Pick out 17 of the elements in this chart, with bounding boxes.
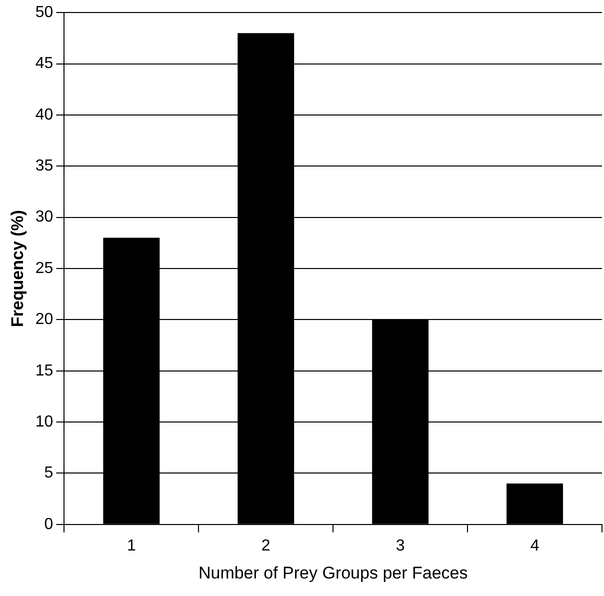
y-tick-label: 35 [35, 158, 54, 175]
y-tick-label: 45 [35, 55, 54, 72]
y-tick-label: 50 [35, 4, 54, 22]
y-tick-label: 40 [35, 106, 54, 124]
y-tick-label: 10 [35, 413, 54, 430]
y-tick-label: 0 [44, 516, 54, 533]
x-tick-label: 1 [126, 537, 136, 554]
y-tick-label: 25 [35, 260, 54, 277]
y-tick-label: 5 [44, 464, 54, 482]
y-tick-label: 15 [35, 362, 54, 380]
x-tick-label: 2 [261, 537, 270, 554]
y-tick-label: 30 [35, 208, 54, 226]
x-tick-label: 3 [396, 537, 405, 554]
x-tick-label: 4 [530, 537, 540, 554]
y-axis-title: Frequency (%) [8, 210, 27, 328]
y-tick-label: 20 [35, 311, 54, 328]
x-axis-title: Number of Prey Groups per Faeces [198, 563, 468, 582]
